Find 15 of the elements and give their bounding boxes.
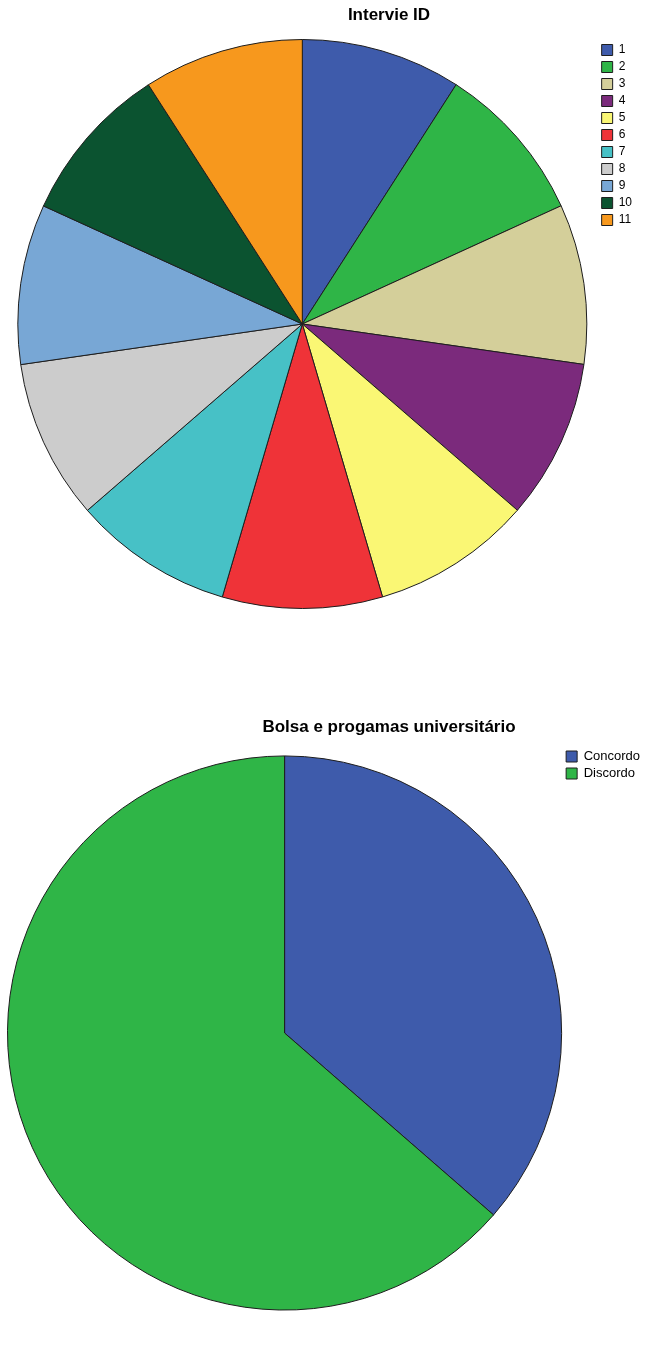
legend-label: 3 xyxy=(618,76,626,91)
legend-label: 8 xyxy=(618,161,626,176)
legend-label: 7 xyxy=(618,144,626,159)
legend-label: Concordo xyxy=(583,748,641,764)
chart-title: Intervie ID xyxy=(346,4,432,26)
chart-title: Bolsa e progamas universitário xyxy=(261,716,517,738)
legend-label: 10 xyxy=(618,195,633,210)
legend-label: 1 xyxy=(618,42,626,57)
legend-label: 4 xyxy=(618,93,626,108)
legend-label: 11 xyxy=(618,212,632,227)
legend-label: 5 xyxy=(618,110,626,125)
legend-label: 6 xyxy=(618,127,626,142)
legend-label: Discordo xyxy=(583,765,635,781)
legend-label: 9 xyxy=(618,178,626,193)
legend-label: 2 xyxy=(618,59,626,74)
